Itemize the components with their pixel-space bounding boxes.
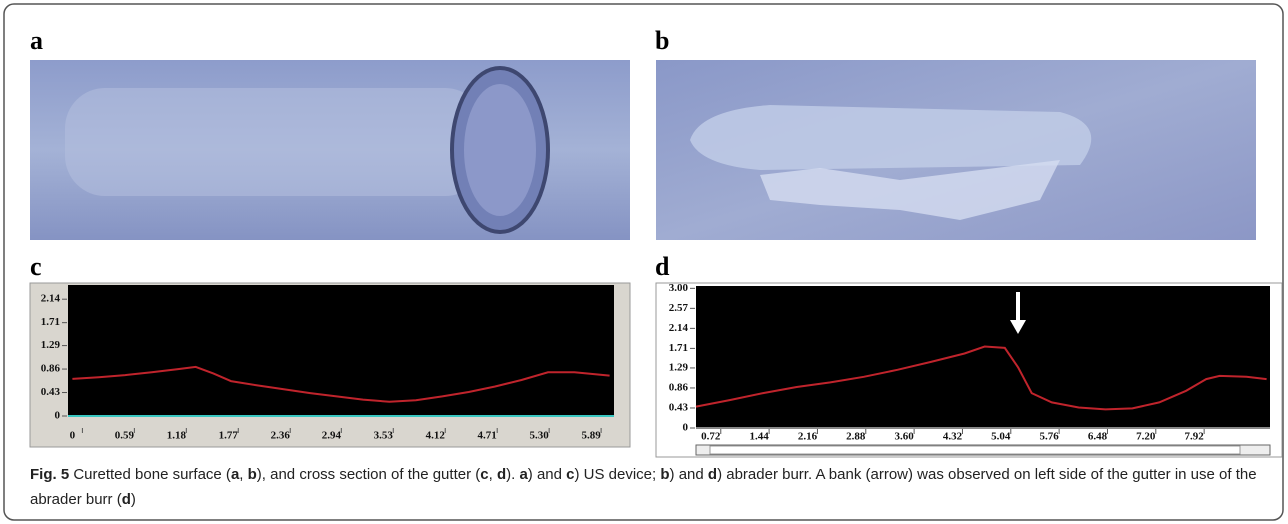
x-tick-label: 4.32: [943, 431, 963, 443]
plot-area: [696, 286, 1270, 428]
frame: [3, 3, 1284, 521]
y-tick-label: 2.14: [41, 293, 61, 305]
panel-label: d: [655, 252, 670, 281]
caption-text: d: [121, 491, 131, 508]
panel-label: a: [30, 26, 43, 55]
caption-text: ): [130, 491, 136, 508]
x-tick-label: 1.18: [167, 430, 187, 442]
caption-text: a: [519, 466, 528, 483]
x-tick-label: 2.88: [846, 431, 866, 443]
x-tick-label: 7.92: [1185, 431, 1205, 443]
panel-label: b: [655, 26, 669, 55]
y-tick-label: 0.43: [669, 402, 689, 414]
x-tick-label: 1.77: [219, 430, 239, 442]
x-tick-label: 0.72: [701, 431, 721, 443]
caption: Fig. 5 Curetted bone surface (a, b), and…: [30, 462, 1270, 512]
caption-text: ) and: [669, 466, 708, 483]
caption-text: d: [707, 466, 718, 483]
photo-a: [30, 60, 630, 240]
y-tick-label: 0.43: [41, 386, 61, 398]
x-tick-label: 4.71: [478, 430, 497, 442]
y-tick-label: 1.71: [669, 342, 688, 354]
panel-label: c: [30, 252, 42, 281]
x-tick-label: 5.76: [1040, 431, 1060, 443]
caption-text: c: [480, 466, 489, 483]
y-tick-label: 0.86: [669, 381, 689, 393]
x-tick-label: 2.36: [271, 430, 291, 442]
caption-text: d: [496, 466, 507, 483]
x-tick-label: 5.30: [530, 430, 550, 442]
profile-line: [695, 345, 1267, 411]
arrow: [1010, 292, 1026, 334]
x-tick-label: 3.53: [374, 430, 394, 442]
y-tick-label: 1.29: [41, 339, 61, 351]
y-tick-label: 0.86: [41, 363, 61, 375]
caption-text: Curetted bone surface (: [69, 466, 231, 483]
caption-text: ), and cross section of the gutter (: [256, 466, 481, 483]
x-tick-label: 1.44: [749, 431, 769, 443]
profile-line: [72, 365, 610, 403]
x-tick-label: 6.48: [1088, 431, 1108, 443]
caption-text: c: [566, 466, 575, 483]
caption-text: ) abrader burr. A bank (arrow) was obser…: [30, 466, 1257, 508]
x-tick-label: 0.59: [115, 430, 135, 442]
x-tick-label: 2.94: [322, 430, 342, 442]
plot-area: [68, 285, 614, 416]
caption-text: ,: [488, 466, 497, 483]
x-tick-label: 5.04: [991, 431, 1011, 443]
arrow-head: [1010, 320, 1026, 334]
y-tick-label: 2.14: [669, 322, 689, 334]
caption-text: b: [247, 466, 257, 483]
x-tick-label: 4.12: [426, 430, 446, 442]
caption-text: Fig. 5: [30, 466, 70, 483]
scrollbar: [695, 444, 1271, 456]
y-tick-label: 0: [55, 410, 61, 422]
x-tick-label: 7.20: [1136, 431, 1156, 443]
x-tick-label: 5.89: [581, 430, 601, 442]
y-tick-label: 0: [683, 422, 689, 434]
caption-text: ) US device;: [574, 466, 661, 483]
caption-text: a: [230, 466, 240, 483]
y-tick-label: 3.00: [669, 282, 689, 294]
y-tick-label: 1.29: [669, 361, 689, 373]
photo-b: [656, 60, 1256, 240]
x-tick-label: 3.60: [894, 431, 914, 443]
x-tick-label: 0: [70, 430, 76, 442]
x-tick-label: 2.16: [798, 431, 818, 443]
y-tick-label: 2.57: [669, 302, 689, 314]
caption-text: ).: [506, 466, 520, 483]
caption-text: b: [660, 466, 670, 483]
caption-text: ) and: [527, 466, 567, 483]
y-tick-label: 1.71: [41, 316, 60, 328]
caption-text: ,: [239, 466, 248, 483]
